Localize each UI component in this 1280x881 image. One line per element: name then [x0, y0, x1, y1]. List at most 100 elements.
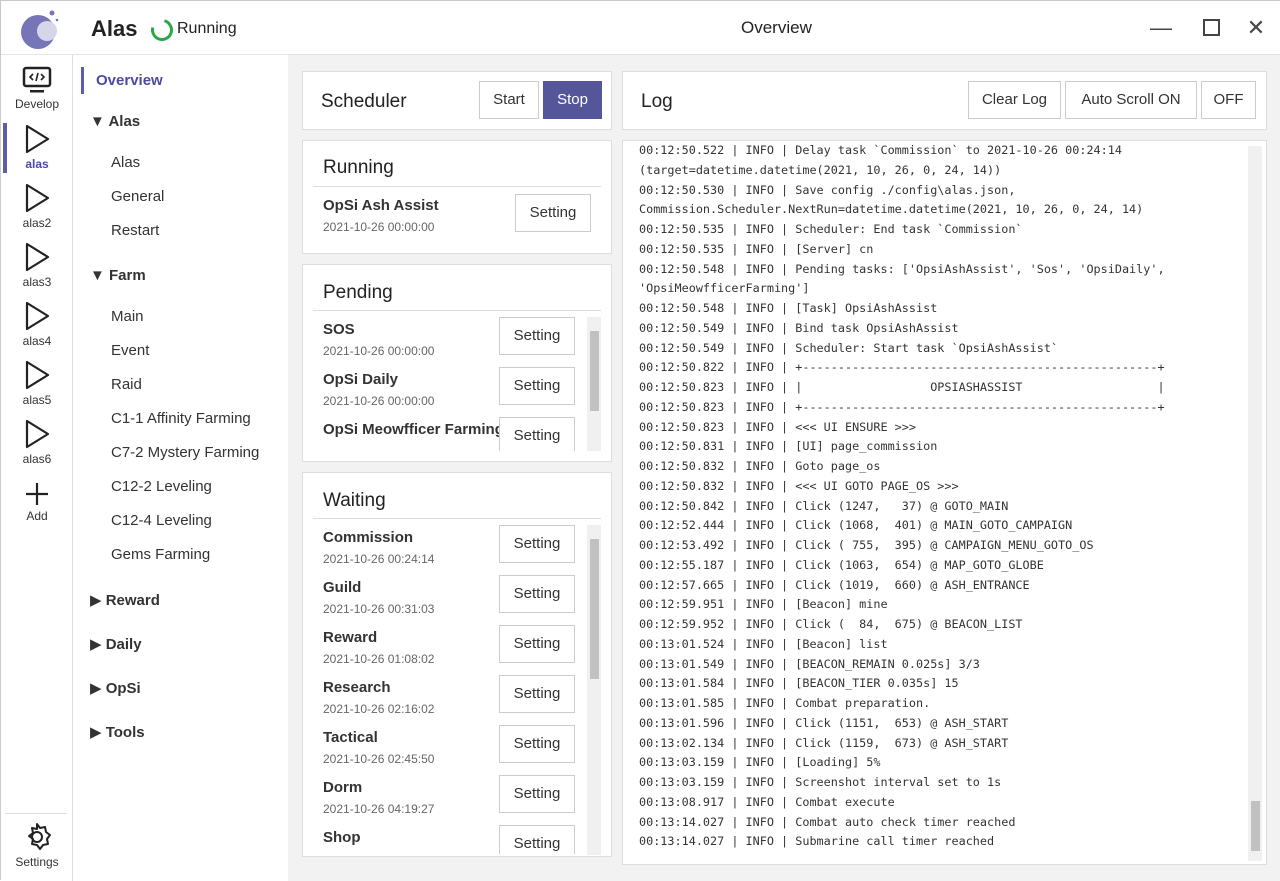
develop-button[interactable]: Develop: [1, 65, 73, 111]
waiting-list: Commission 2021-10-26 00:24:14 Setting Gui…: [303, 519, 611, 854]
nav-item[interactable]: Alas: [111, 154, 141, 171]
add-instance-button[interactable]: Add: [1, 481, 73, 523]
minimize-icon[interactable]: —: [1150, 15, 1172, 40]
waiting-scrollbar[interactable]: [587, 525, 601, 855]
window-title: Overview: [741, 18, 812, 37]
task-name: OpSi Daily: [323, 371, 399, 388]
setting-button[interactable]: Setting: [499, 525, 575, 563]
nav-item[interactable]: C7-2 Mystery Farming: [111, 444, 260, 461]
instance-alas2[interactable]: alas2: [1, 182, 73, 230]
running-panel: Running OpSi Ash Assist 2021-10-26 00:00:…: [302, 140, 612, 254]
task-item: Guild 2021-10-26 00:31:03 Setting: [323, 575, 593, 629]
instance-alas4[interactable]: alas4: [1, 300, 73, 348]
instance-label: alas6: [22, 452, 52, 466]
instance-alas6[interactable]: alas6: [1, 418, 73, 466]
setting-button[interactable]: Setting: [499, 575, 575, 613]
app-name: Alas: [91, 16, 138, 41]
waiting-panel: Waiting Commission 2021-10-26 00:24:14 Set…: [302, 472, 612, 857]
nav-item[interactable]: Gems Farming: [111, 546, 211, 563]
log-line: Commission.Scheduler.NextRun=datetime.da…: [639, 202, 1144, 217]
close-icon[interactable]: ✕: [1246, 15, 1266, 40]
task-name: Commission: [323, 529, 414, 546]
nav-section-alas[interactable]: ▼ Alas: [90, 113, 141, 130]
task-time: 2021-10-26 01:08:02: [323, 652, 435, 666]
task-time: 2021-10-26 00:31:03: [323, 602, 435, 616]
divider: [5, 813, 67, 814]
nav-item[interactable]: Restart: [111, 222, 160, 239]
log-line: 00:12:50.535 | INFO | Scheduler: End tas…: [639, 222, 1023, 236]
develop-label: Develop: [14, 97, 60, 111]
section-label: Farm: [109, 267, 146, 284]
add-label: Add: [26, 509, 48, 523]
task-name: Reward: [323, 629, 378, 646]
pending-title: Pending: [323, 282, 393, 303]
start-button[interactable]: Start: [479, 81, 539, 119]
task-time: 2021-10-26 02:16:02: [323, 702, 435, 716]
setting-button[interactable]: Setting: [499, 417, 575, 451]
nav-item[interactable]: General: [111, 188, 165, 205]
nav-section-daily[interactable]: ▶ Daily: [90, 636, 142, 653]
nav-section-reward[interactable]: ▶ Reward: [90, 592, 160, 609]
clear-log-button[interactable]: Clear Log: [968, 81, 1061, 119]
setting-button[interactable]: Setting: [499, 825, 575, 854]
log-line: 00:12:50.822 | INFO | +-----------------…: [639, 360, 1165, 375]
pending-scrollbar[interactable]: [587, 317, 601, 451]
stop-button[interactable]: Stop: [543, 81, 602, 119]
play-icon: [25, 124, 50, 154]
task-time: 2021-10-26 00:00:00: [323, 220, 435, 234]
log-line: 'OpsiMeowfficerFarming']: [639, 281, 810, 296]
setting-button[interactable]: Setting: [499, 725, 575, 763]
nav-item[interactable]: C12-2 Leveling: [111, 478, 212, 495]
log-line: 00:13:14.027 | INFO | Combat auto check …: [639, 814, 1016, 829]
nav-section-farm[interactable]: ▼ Farm: [90, 267, 146, 284]
setting-button[interactable]: Setting: [499, 775, 575, 813]
pending-list: SOS 2021-10-26 00:00:00 Setting OpSi Daily…: [303, 311, 611, 451]
setting-button[interactable]: Setting: [499, 367, 575, 405]
log-line: 00:13:01.585 | INFO | Combat preparation…: [639, 696, 931, 710]
task-item: Research 2021-10-26 02:16:02 Setting: [323, 675, 593, 729]
nav-section-tools[interactable]: ▶ Tools: [90, 724, 145, 741]
running-spinner-icon: [146, 14, 178, 46]
instance-alas5[interactable]: alas5: [1, 359, 73, 407]
instance-alas[interactable]: alas: [1, 123, 73, 173]
scheduler-title: Scheduler: [321, 91, 407, 112]
settings-button[interactable]: Settings: [1, 821, 73, 869]
log-line: 00:12:50.823 | INFO | <<< UI ENSURE >>>: [639, 419, 916, 434]
log-line: 00:12:50.549 | INFO | Scheduler: Start t…: [639, 340, 1059, 355]
instance-alas3[interactable]: alas3: [1, 241, 73, 289]
task-item: Dorm 2021-10-26 04:19:27 Setting: [323, 775, 593, 829]
nav-item[interactable]: Event: [111, 342, 150, 359]
instance-bar: Develop alas alas2 alas3 alas4 alas5 ala…: [1, 55, 73, 881]
log-line: 00:12:59.952 | INFO | Click ( 84, 675) @…: [639, 617, 1023, 631]
log-header: Log Clear Log Auto Scroll ON OFF: [622, 71, 1267, 130]
task-item: Commission 2021-10-26 00:24:14 Setting: [323, 525, 593, 579]
setting-button[interactable]: Setting: [499, 317, 575, 355]
setting-button[interactable]: Setting: [515, 194, 591, 232]
log-line: 00:13:01.596 | INFO | Click (1151, 653) …: [639, 715, 1009, 730]
log-line: 00:12:50.530 | INFO | Save config ./conf…: [639, 182, 1016, 197]
log-line: 00:13:02.134 | INFO | Click (1159, 673) …: [639, 735, 1009, 750]
nav-section-opsi[interactable]: ▶ OpSi: [90, 680, 141, 697]
nav-item[interactable]: Main: [111, 308, 144, 325]
log-line: 00:13:03.159 | INFO | Screenshot interva…: [639, 775, 1002, 789]
task-item: OpSi Daily 2021-10-26 00:00:00 Setting: [323, 367, 593, 421]
nav-item[interactable]: C12-4 Leveling: [111, 512, 212, 529]
log-line: 00:12:50.832 | INFO | <<< UI GOTO PAGE_O…: [639, 478, 959, 493]
task-item: Reward 2021-10-26 01:08:02 Setting: [323, 625, 593, 679]
active-indicator: [81, 67, 84, 94]
log-line: 00:12:50.823 | INFO | | OPSIASHASSIST |: [639, 380, 1165, 394]
log-line: 00:12:50.842 | INFO | Click (1247, 37) @…: [639, 498, 1009, 513]
nav-item[interactable]: Raid: [111, 376, 142, 393]
auto-scroll-off-button[interactable]: OFF: [1201, 81, 1256, 119]
log-line: 00:13:01.549 | INFO | [BEACON_REMAIN 0.0…: [639, 656, 980, 671]
auto-scroll-on-button[interactable]: Auto Scroll ON: [1065, 81, 1197, 119]
log-line: 00:12:50.535 | INFO | [Server] cn: [639, 241, 874, 256]
log-line: 00:13:03.159 | INFO | [Loading] 5%: [639, 755, 881, 770]
nav-overview[interactable]: Overview: [96, 72, 163, 89]
setting-button[interactable]: Setting: [499, 625, 575, 663]
log-line: 00:12:57.665 | INFO | Click (1019, 660) …: [639, 577, 1030, 592]
maximize-icon[interactable]: [1196, 11, 1226, 42]
nav-item[interactable]: C1-1 Affinity Farming: [111, 410, 251, 427]
log-scrollbar[interactable]: [1248, 146, 1262, 861]
setting-button[interactable]: Setting: [499, 675, 575, 713]
